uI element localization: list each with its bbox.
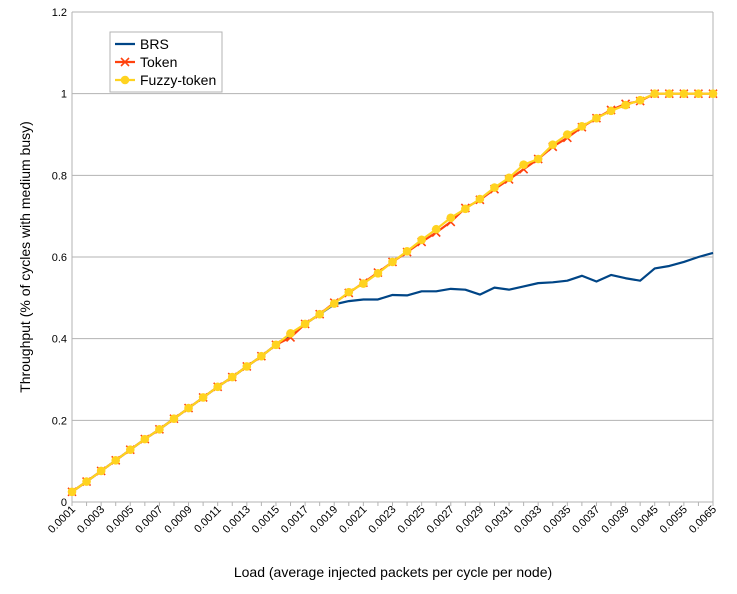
x-tick-label: 0.0007	[133, 504, 165, 536]
data-point	[125, 445, 135, 455]
legend-label: Fuzzy-token	[140, 72, 216, 88]
legend-marker	[120, 57, 130, 67]
data-point	[169, 414, 179, 424]
plot-area	[67, 89, 718, 497]
data-point	[548, 140, 558, 150]
x-tick-label: 0.0055	[658, 504, 690, 536]
data-point	[140, 434, 150, 444]
y-tick-label: 0.6	[52, 252, 67, 264]
legend-label: BRS	[140, 36, 169, 52]
data-point	[417, 235, 426, 245]
series-fuzzy-token	[67, 89, 718, 497]
x-tick-label: 0.0023	[366, 504, 398, 536]
data-point	[694, 89, 703, 98]
x-tick-labels: 0.00010.00030.00050.00070.00090.00110.00…	[46, 504, 719, 536]
data-point	[446, 213, 456, 223]
data-point	[96, 466, 106, 476]
data-point	[461, 204, 470, 214]
y-tick-label: 1	[61, 89, 67, 101]
gridlines	[71, 11, 714, 506]
data-point	[227, 372, 237, 382]
x-tick-label: 0.0015	[250, 504, 282, 536]
data-point	[82, 477, 91, 486]
data-point	[679, 89, 689, 98]
y-tick-labels: 0 0.2 0.4 0.6 0.8 1 1.2	[52, 7, 67, 509]
x-tick-label: 0.0011	[192, 504, 224, 536]
x-tick-label: 0.0027	[425, 504, 457, 536]
data-point	[504, 173, 514, 183]
x-tick-label: 0.0035	[541, 504, 573, 536]
x-tick-label: 0.0013	[221, 504, 253, 536]
x-tick-label: 0.0019	[308, 504, 340, 536]
data-point	[635, 95, 645, 105]
data-point	[650, 89, 660, 98]
x-tick-label: 0.0029	[454, 504, 486, 536]
x-tick-label: 0.0045	[629, 504, 661, 536]
y-tick-label: 0	[61, 497, 67, 509]
data-point	[388, 257, 397, 267]
x-tick-label: 0.0031	[483, 504, 515, 536]
data-point	[257, 351, 266, 361]
data-point	[621, 100, 630, 110]
data-point	[213, 382, 222, 392]
data-point	[373, 269, 383, 278]
data-point	[155, 425, 164, 434]
data-point	[315, 309, 324, 319]
x-tick-label: 0.0017	[279, 504, 311, 536]
legend-item: Fuzzy-token	[115, 72, 216, 88]
x-tick-label: 0.0003	[75, 504, 107, 536]
data-point	[242, 362, 252, 371]
legend-label: Token	[140, 54, 177, 70]
data-point	[490, 183, 499, 192]
x-tick-label: 0.0005	[104, 504, 136, 536]
data-point	[67, 487, 77, 497]
series-line	[71, 251, 714, 493]
data-point	[300, 319, 310, 329]
data-point	[606, 106, 616, 116]
data-point	[577, 122, 587, 131]
x-tick-label: 0.0039	[599, 504, 631, 536]
series-line	[71, 92, 713, 493]
data-point	[563, 130, 572, 139]
data-point	[402, 246, 412, 256]
x-tick-label: 0.0009	[162, 504, 194, 536]
y-tick-label: 0.4	[52, 334, 67, 346]
legend-item: BRS	[115, 36, 169, 52]
y-tick-label: 0.2	[52, 415, 67, 427]
data-point	[475, 194, 485, 204]
data-point	[664, 89, 674, 98]
legend-marker	[120, 75, 130, 85]
y-axis-title: Throughput (% of cycles with medium busy…	[17, 121, 33, 393]
data-point	[184, 403, 193, 413]
data-point	[431, 224, 441, 234]
y-tick-label: 1.2	[52, 7, 67, 19]
y-tick-label: 0.8	[52, 170, 67, 182]
series-line	[71, 92, 713, 493]
x-tick-label: 0.0065	[687, 504, 719, 536]
x-axis-title: Load (average injected packets per cycle…	[234, 564, 552, 580]
data-point	[111, 456, 121, 465]
data-point	[286, 329, 295, 338]
data-point	[708, 89, 718, 98]
data-point	[592, 113, 601, 123]
data-point	[533, 154, 543, 164]
data-point	[519, 160, 528, 170]
legend: BRS Token Fuzzy-token	[109, 31, 223, 93]
data-point	[344, 287, 354, 297]
x-tick-label: 0.0025	[395, 504, 427, 536]
data-point	[329, 299, 339, 308]
series-brs	[71, 251, 714, 493]
legend-item: Token	[115, 54, 177, 70]
x-tick-label: 0.0033	[512, 504, 544, 536]
series-token	[67, 89, 718, 497]
x-tick-label: 0.0037	[570, 504, 602, 536]
x-tick-label: 0.0021	[337, 504, 369, 536]
data-point	[198, 393, 208, 402]
data-point	[359, 279, 368, 288]
data-point	[271, 340, 281, 350]
